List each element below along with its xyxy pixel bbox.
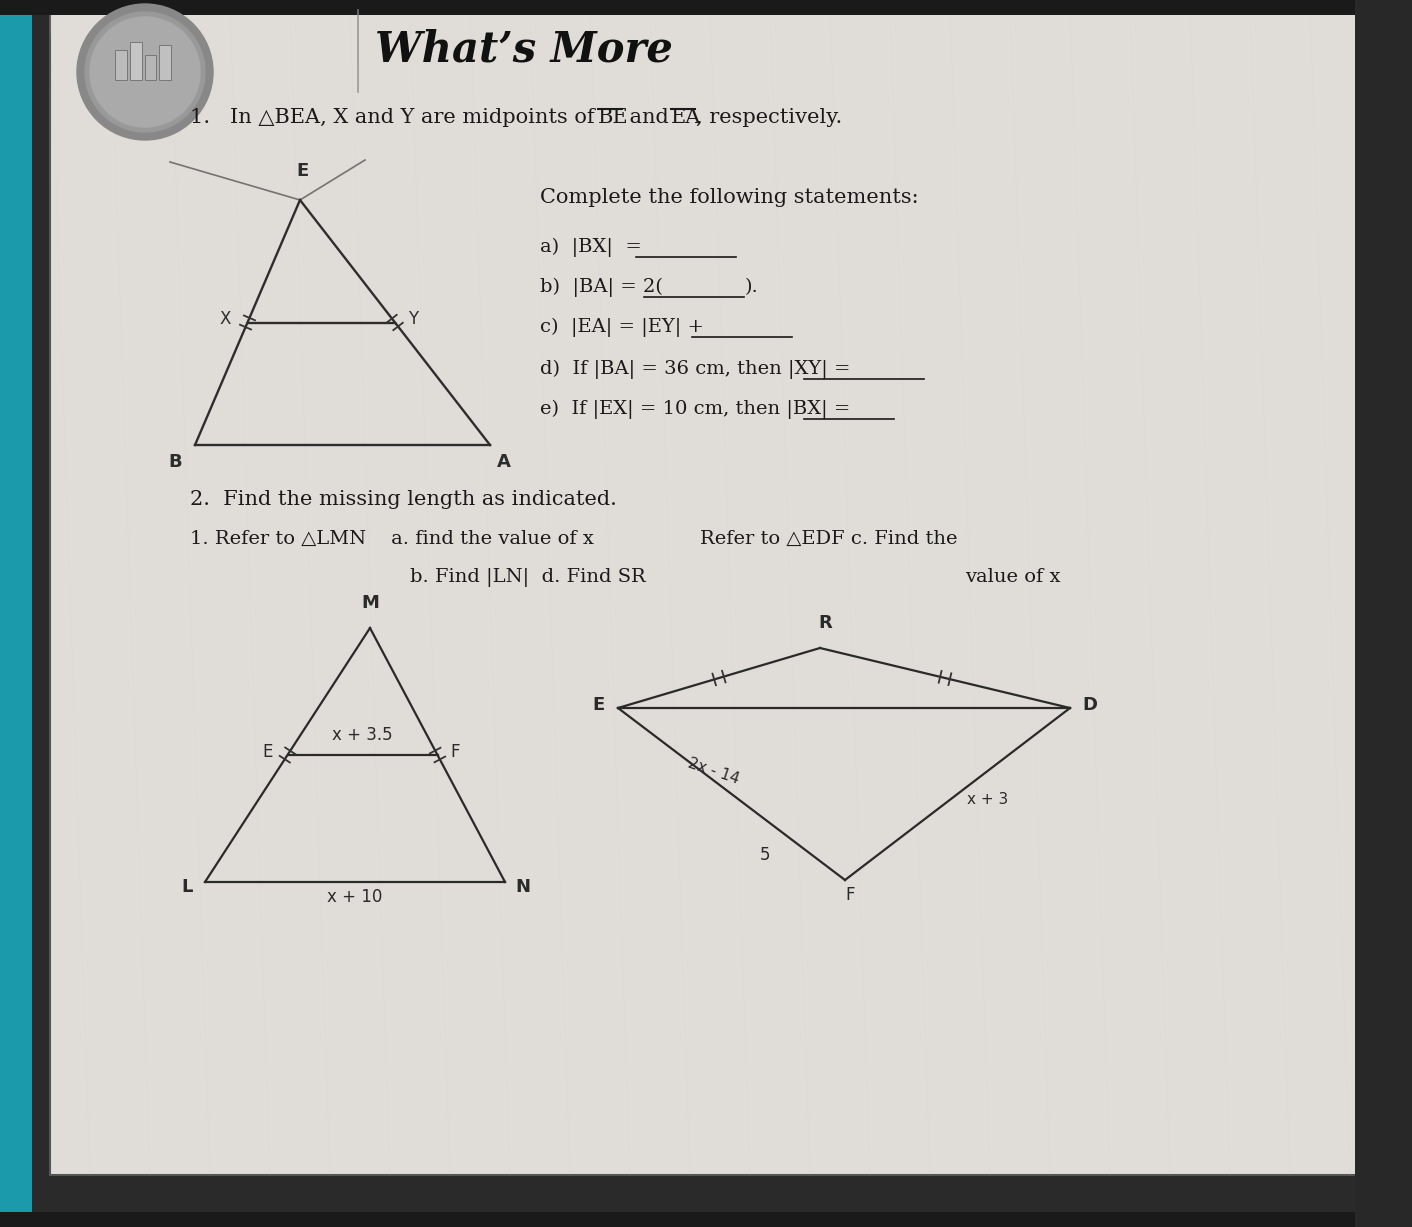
Text: value of x: value of x [964, 568, 1060, 587]
Text: x + 10: x + 10 [328, 888, 383, 906]
Text: e)  If |EX| = 10 cm, then |BX| =: e) If |EX| = 10 cm, then |BX| = [539, 400, 857, 420]
Text: L: L [181, 879, 192, 896]
Text: ).: ). [746, 279, 758, 296]
Text: 5: 5 [760, 845, 771, 864]
Text: B: B [168, 453, 182, 471]
Circle shape [78, 4, 213, 140]
Bar [0, 0, 1412, 15]
Text: 2.  Find the missing length as indicated.: 2. Find the missing length as indicated. [191, 490, 617, 509]
Text: Complete the following statements:: Complete the following statements: [539, 188, 919, 207]
Bar [0, 0, 32, 1227]
Text: X: X [220, 310, 232, 329]
Text: d)  If |BA| = 36 cm, then |XY| =: d) If |BA| = 36 cm, then |XY| = [539, 360, 857, 379]
Bar [145, 55, 155, 80]
Circle shape [90, 17, 201, 128]
Text: F: F [450, 744, 460, 761]
Text: A: A [497, 453, 511, 471]
Text: What’s More: What’s More [376, 29, 674, 71]
Text: 1.   In △BEA, X and Y are midpoints of: 1. In △BEA, X and Y are midpoints of [191, 108, 602, 128]
Text: M: M [361, 594, 378, 612]
Text: D: D [1083, 696, 1097, 714]
Bar [160, 45, 171, 80]
Bar [0, 1212, 1412, 1227]
Text: 1. Refer to △LMN    a. find the value of x: 1. Refer to △LMN a. find the value of x [191, 530, 594, 548]
Text: b)  |BA| = 2(: b) |BA| = 2( [539, 279, 664, 297]
Text: 2x - 14: 2x - 14 [686, 756, 741, 787]
Text: N: N [515, 879, 531, 896]
Text: x + 3.5: x + 3.5 [332, 726, 393, 744]
Text: E: E [592, 696, 604, 714]
Text: a)  |BX|  =: a) |BX| = [539, 238, 648, 258]
Text: , respectively.: , respectively. [696, 108, 842, 128]
Text: EA: EA [671, 108, 702, 128]
Text: BE: BE [599, 108, 628, 128]
Text: Y: Y [408, 310, 418, 329]
Text: Refer to △EDF c. Find the: Refer to △EDF c. Find the [700, 530, 957, 548]
Text: c)  |EA| = |EY| +: c) |EA| = |EY| + [539, 318, 716, 337]
Text: R: R [818, 614, 832, 632]
Text: b. Find |LN|  d. Find SR: b. Find |LN| d. Find SR [409, 568, 645, 587]
Text: E: E [263, 744, 273, 761]
Bar [1370, 0, 1412, 1227]
Circle shape [85, 12, 205, 133]
Bar [114, 50, 127, 80]
Text: x + 3: x + 3 [967, 791, 1008, 807]
Text: F: F [846, 886, 854, 904]
Text: and: and [623, 108, 675, 128]
Bar [1356, 0, 1412, 1227]
Bar [130, 42, 143, 80]
Text: E: E [297, 162, 309, 180]
